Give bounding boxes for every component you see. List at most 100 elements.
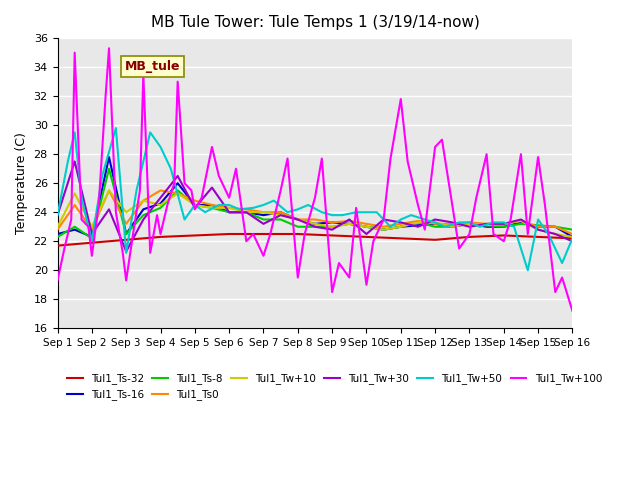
Tul1_Tw+50 (339, 212, 346, 218)
Tul1_Ts-8 (294, 224, 301, 229)
Tul1_Tw+10 (208, 205, 216, 211)
Tul1_Ts-8 (122, 231, 130, 237)
Tul1_Tw+30 (517, 216, 525, 222)
Tul1_Tw+10 (225, 205, 233, 211)
Tul1_Tw+50 (455, 219, 463, 225)
Tul1_Ts-16 (54, 231, 61, 237)
Tul1_Tw+30 (174, 173, 182, 179)
Tul1_Ts-8 (311, 224, 319, 229)
Tul1_Ts-16 (363, 224, 371, 229)
Line: Tul1_Ts-32: Tul1_Ts-32 (58, 234, 572, 246)
Tul1_Tw+50 (112, 125, 120, 131)
Tul1_Tw+10 (243, 209, 250, 215)
Tul1_Tw+10 (311, 221, 319, 227)
Tul1_Ts-16 (225, 209, 233, 215)
Tul1_Tw+10 (294, 216, 301, 222)
Tul1_Ts-16 (328, 219, 336, 225)
Tul1_Tw+50 (387, 224, 394, 229)
Tul1_Tw+10 (260, 209, 268, 215)
Tul1_Ts0 (534, 224, 542, 229)
Tul1_Ts-16 (208, 202, 216, 208)
Tul1_Tw+50 (64, 158, 72, 164)
Tul1_Tw+100 (105, 46, 113, 51)
Tul1_Ts-16 (449, 224, 456, 229)
Tul1_Ts-8 (534, 222, 542, 228)
Line: Tul1_Tw+30: Tul1_Tw+30 (58, 161, 572, 252)
Tul1_Tw+100 (188, 188, 195, 193)
Tul1_Tw+30 (311, 224, 319, 229)
Tul1_Tw+50 (294, 206, 301, 212)
Tul1_Ts-16 (517, 219, 525, 225)
Tul1_Tw+30 (71, 158, 79, 164)
Tul1_Tw+100 (328, 289, 336, 295)
Tul1_Tw+30 (260, 221, 268, 227)
Tul1_Tw+50 (284, 209, 291, 215)
Tul1_Tw+10 (397, 224, 404, 229)
Tul1_Tw+10 (122, 209, 130, 215)
Tul1_Tw+50 (77, 195, 85, 201)
Title: MB Tule Tower: Tule Temps 1 (3/19/14-now): MB Tule Tower: Tule Temps 1 (3/19/14-now… (150, 15, 479, 30)
Tul1_Ts-32 (260, 231, 268, 237)
Tul1_Ts-16 (397, 224, 404, 229)
Tul1_Ts0 (346, 218, 353, 224)
Tul1_Ts0 (449, 221, 456, 227)
Tul1_Ts0 (174, 191, 182, 196)
Tul1_Ts0 (140, 198, 147, 204)
Tul1_Tw+30 (208, 185, 216, 191)
Tul1_Ts0 (483, 221, 490, 227)
Tul1_Tw+30 (483, 221, 490, 227)
Tul1_Tw+50 (558, 260, 566, 266)
Legend: Tul1_Ts-32, Tul1_Ts-16, Tul1_Ts-8, Tul1_Ts0, Tul1_Tw+10, Tul1_Tw+30, Tul1_Tw+50,: Tul1_Ts-32, Tul1_Ts-16, Tul1_Ts-8, Tul1_… (63, 369, 606, 404)
Tul1_Tw+50 (122, 250, 130, 256)
Tul1_Tw+50 (431, 219, 439, 225)
Tul1_Ts0 (88, 227, 96, 232)
Tul1_Ts-8 (431, 224, 439, 229)
Tul1_Ts-8 (277, 216, 285, 222)
Line: Tul1_Tw+100: Tul1_Tw+100 (58, 48, 572, 311)
Tul1_Tw+30 (500, 221, 508, 227)
Tul1_Ts-32 (328, 233, 336, 239)
Tul1_Tw+30 (243, 209, 250, 215)
Tul1_Ts-8 (552, 224, 559, 229)
Tul1_Ts-32 (500, 233, 508, 239)
Tul1_Ts-16 (294, 216, 301, 222)
Tul1_Tw+50 (202, 209, 209, 215)
Tul1_Ts0 (517, 218, 525, 224)
Tul1_Ts-8 (414, 219, 422, 225)
Tul1_Tw+10 (140, 198, 147, 204)
Tul1_Ts-8 (88, 236, 96, 241)
Tul1_Tw+30 (105, 206, 113, 212)
Tul1_Ts-32 (54, 243, 61, 249)
Tul1_Tw+30 (397, 219, 404, 225)
Tul1_Ts0 (277, 209, 285, 215)
Tul1_Tw+50 (534, 216, 542, 222)
Tul1_Tw+50 (363, 209, 371, 215)
Tul1_Ts0 (260, 209, 268, 215)
Tul1_Ts-8 (260, 216, 268, 222)
Tul1_Tw+50 (318, 209, 326, 215)
Line: Tul1_Ts0: Tul1_Ts0 (58, 191, 572, 234)
Tul1_Ts-16 (277, 209, 285, 215)
Tul1_Ts-16 (552, 224, 559, 229)
Tul1_Tw+10 (517, 218, 525, 224)
Tul1_Tw+10 (483, 222, 490, 228)
Tul1_Tw+30 (122, 249, 130, 254)
Tul1_Tw+10 (346, 221, 353, 227)
Tul1_Ts0 (208, 202, 216, 208)
Tul1_Tw+10 (500, 221, 508, 227)
Tul1_Ts-16 (500, 224, 508, 229)
Tul1_Tw+50 (225, 202, 233, 208)
Line: Tul1_Tw+50: Tul1_Tw+50 (58, 128, 572, 270)
Tul1_Ts-16 (483, 224, 490, 229)
Tul1_Tw+50 (476, 224, 484, 229)
Tul1_Ts-32 (122, 237, 130, 243)
Tul1_Tw+10 (534, 227, 542, 232)
Tul1_Tw+10 (191, 202, 198, 208)
Tul1_Ts-8 (397, 224, 404, 229)
Tul1_Ts-32 (191, 233, 198, 239)
Tul1_Tw+10 (568, 234, 576, 240)
Tul1_Ts-32 (465, 234, 473, 240)
Line: Tul1_Tw+10: Tul1_Tw+10 (58, 191, 572, 237)
Tul1_Ts-32 (88, 240, 96, 246)
Tul1_Ts-8 (243, 209, 250, 215)
